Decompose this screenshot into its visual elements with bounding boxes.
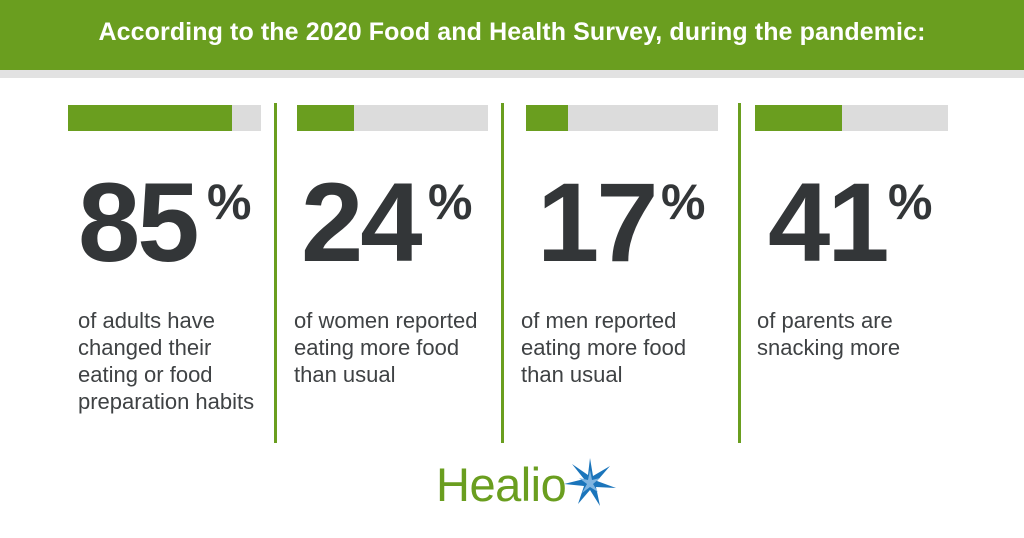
progress-bar [526, 105, 718, 131]
percent-sign: % [428, 174, 473, 230]
percent-sign: % [207, 174, 252, 230]
progress-bar [68, 105, 261, 131]
column-divider [501, 103, 504, 443]
healio-logo: Healio [436, 456, 616, 514]
page-title: According to the 2020 Food and Health Su… [98, 17, 926, 46]
stat-caption: of women reported eating more food than … [294, 308, 478, 387]
stat-value: 24 [301, 160, 423, 285]
brand-name: Healio [436, 458, 567, 511]
stat-value: 41 [768, 160, 890, 285]
progress-bar-fill [755, 105, 842, 131]
progress-bar-fill [526, 105, 569, 131]
star-burst-icon [564, 458, 616, 506]
progress-bar-fill [68, 105, 233, 131]
banner-divider [0, 70, 1024, 78]
header-banner: According to the 2020 Food and Health Su… [0, 0, 1024, 70]
stat-value: 17 [537, 160, 659, 285]
stat-caption: of adults have changed their eating or f… [78, 308, 255, 414]
percent-sign: % [661, 174, 706, 230]
percent-sign: % [888, 174, 933, 230]
progress-bar [755, 105, 948, 131]
column-divider [738, 103, 741, 443]
stat-caption: of men reported eating more food than us… [521, 308, 687, 387]
stat-value: 85 [78, 160, 200, 285]
stat-caption: of parents are snacking more [757, 308, 901, 360]
progress-bar-fill [297, 105, 355, 131]
column-divider [274, 103, 277, 443]
progress-bar [297, 105, 488, 131]
